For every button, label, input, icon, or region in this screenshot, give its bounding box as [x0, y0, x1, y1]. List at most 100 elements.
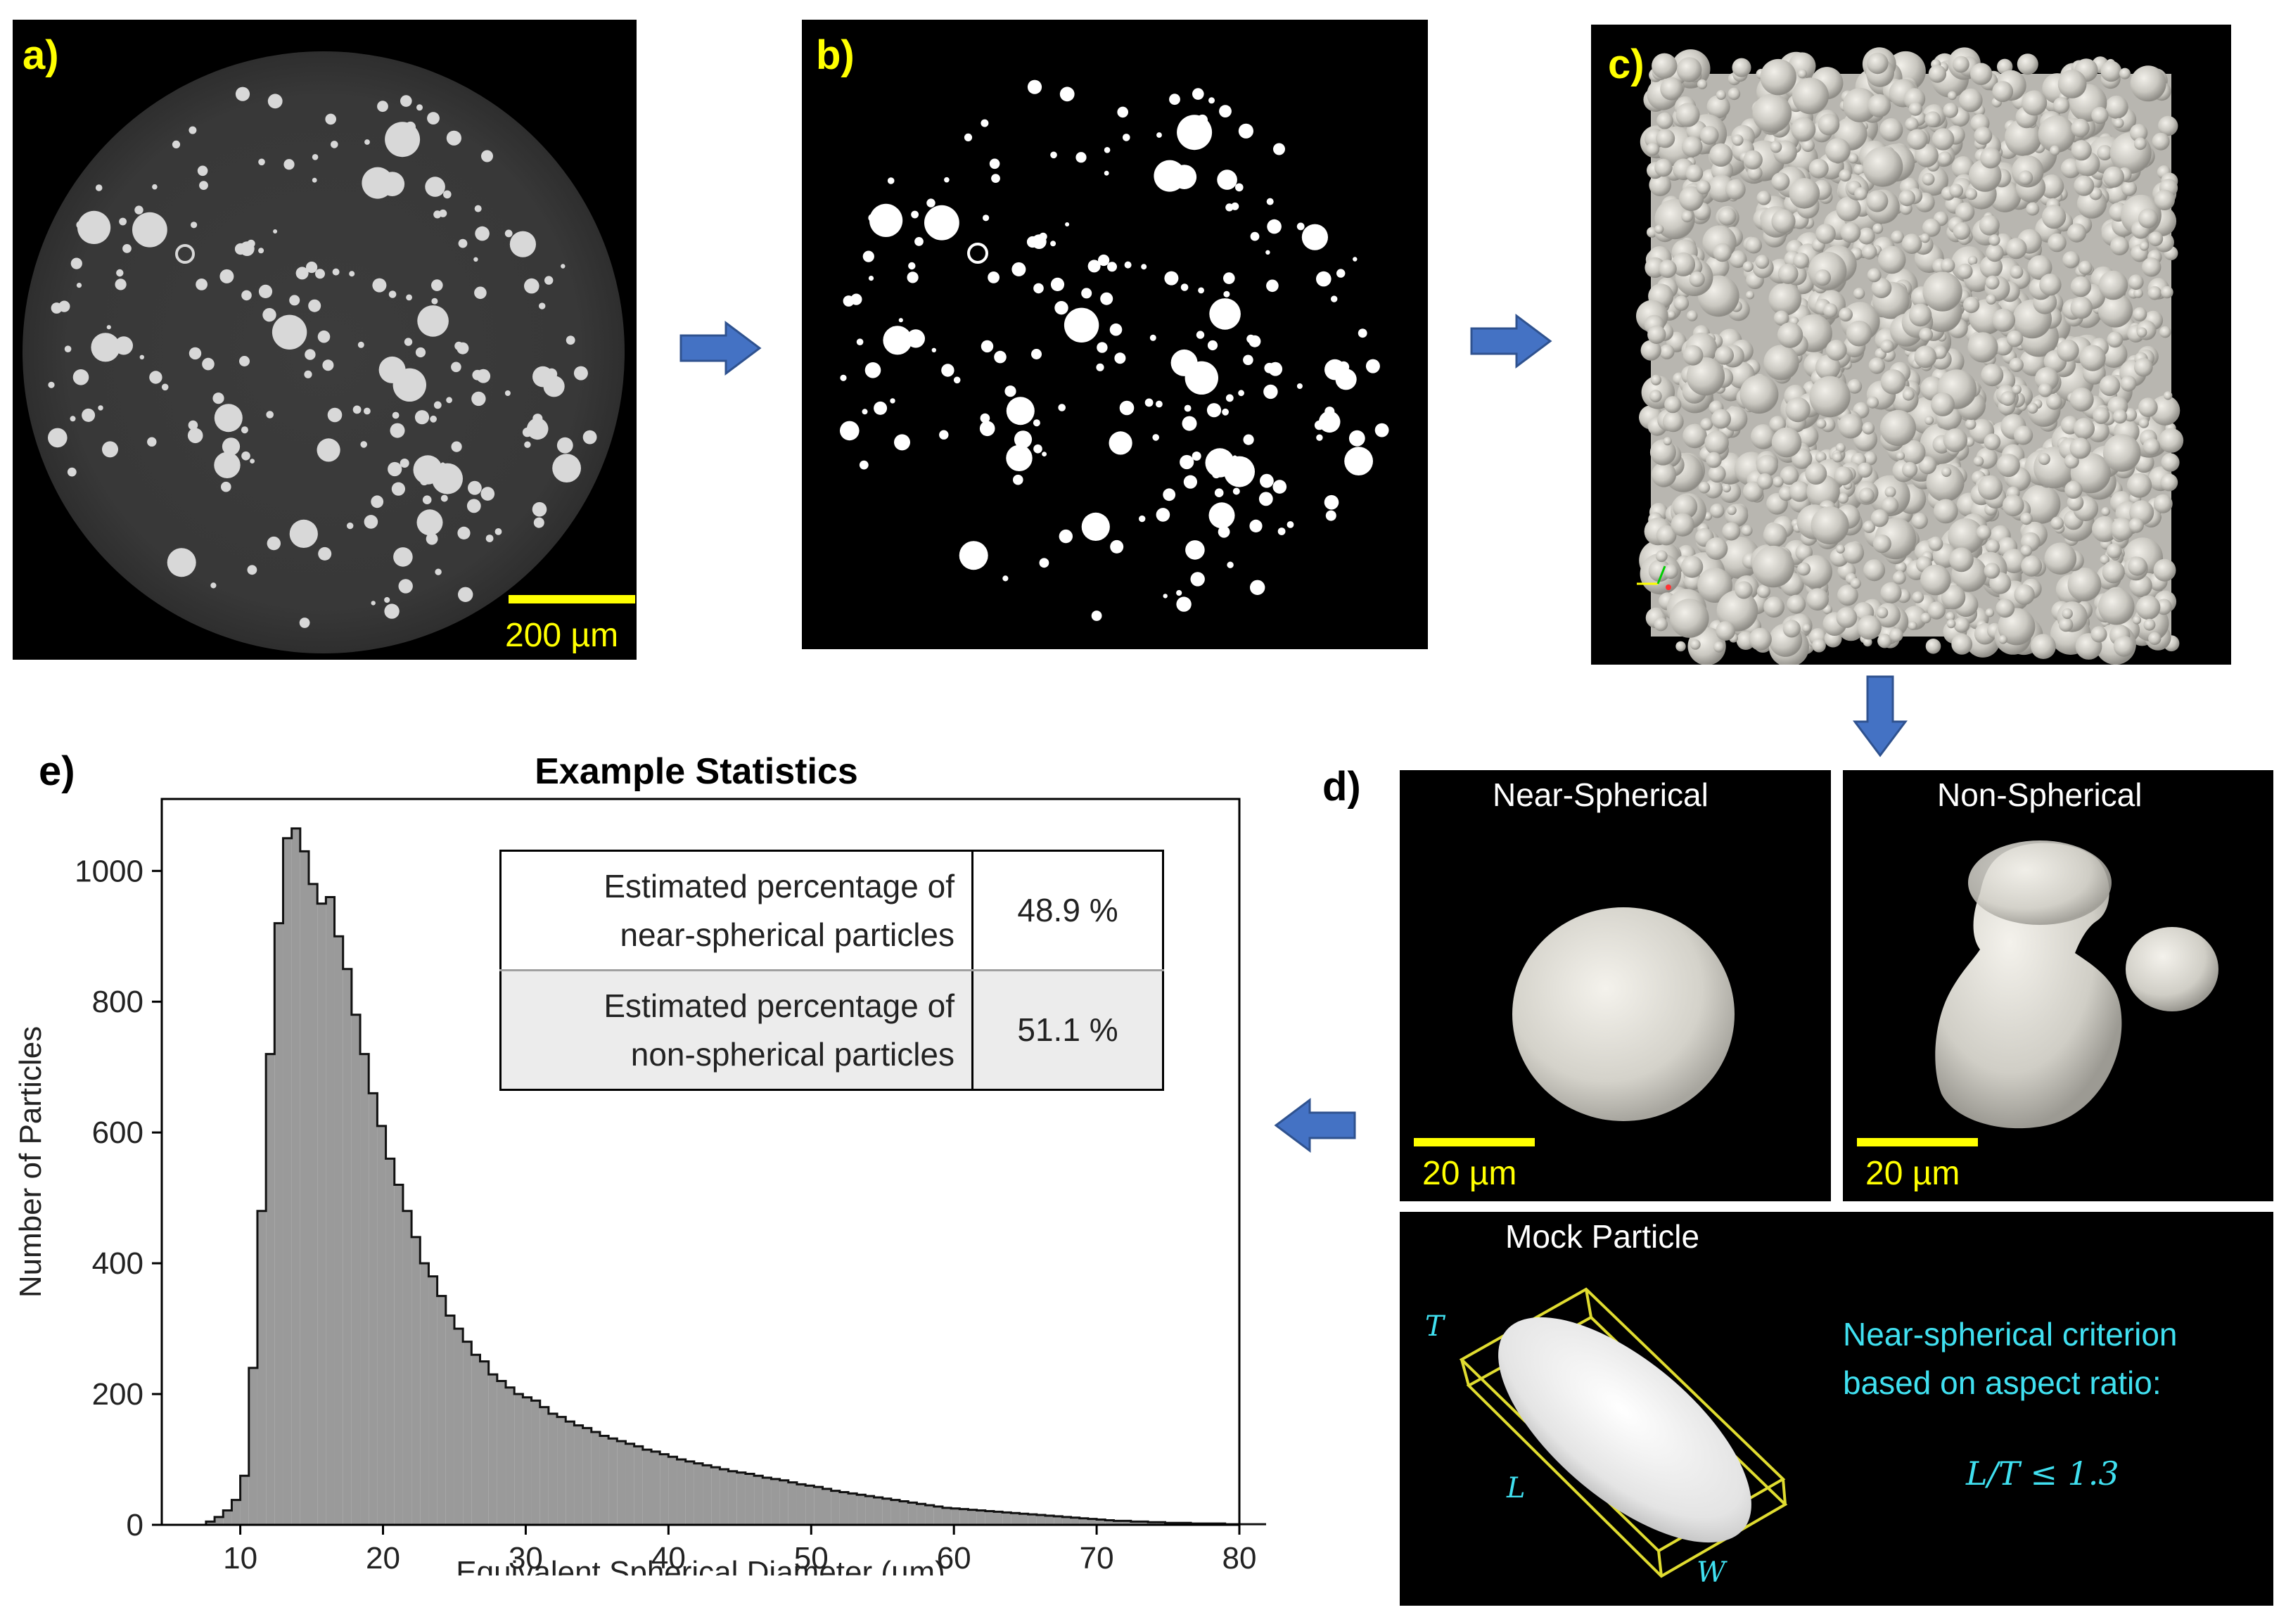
table-row: Estimated percentage of near-spherical pa…	[499, 850, 1164, 971]
panel-a: a) 200 µm	[13, 20, 637, 660]
x-tick-label: 70	[1080, 1541, 1114, 1575]
panel-d-label: d)	[1322, 764, 1361, 810]
histogram-bar	[900, 1501, 909, 1525]
segmented-image	[840, 79, 1389, 621]
histogram-outline	[205, 827, 1266, 1526]
panel-a-label: a)	[23, 32, 59, 78]
histogram-bar	[274, 923, 283, 1525]
histogram-bar	[890, 1500, 900, 1525]
scale-bar-non	[1857, 1138, 1978, 1146]
histogram-bar	[865, 1496, 874, 1525]
histogram-bar	[531, 1400, 540, 1525]
histogram-bar	[685, 1461, 694, 1525]
histogram-bar	[1113, 1521, 1123, 1525]
panel-d-near-spherical: Near-Spherical 20 µm	[1400, 770, 1831, 1201]
histogram-bar	[334, 936, 343, 1525]
histogram-bar	[985, 1511, 994, 1525]
histogram-bar	[1087, 1518, 1097, 1525]
aspect-ratio-formula: L/T ≤ 1.3	[1966, 1454, 2119, 1492]
plot-frame	[160, 798, 1241, 1526]
histogram-bar	[326, 897, 335, 1525]
histogram-bar	[402, 1210, 412, 1525]
histogram-bar	[1148, 1522, 1157, 1525]
histogram-bar	[454, 1329, 464, 1525]
histogram-bar	[874, 1497, 883, 1525]
histogram-bar	[959, 1509, 969, 1525]
histogram-chart: Example Statistics 10 20 30 40 50 60 70 80 0 200…	[13, 751, 1266, 1575]
arrow-right-icon	[679, 321, 762, 376]
histogram-bar	[993, 1511, 1003, 1525]
panel-e-label: e)	[39, 748, 75, 794]
histogram-bar	[745, 1473, 755, 1525]
histogram-bar	[762, 1478, 772, 1525]
histogram-bar	[309, 883, 318, 1525]
histogram-bar	[497, 1381, 506, 1525]
ct-slice-image	[23, 51, 625, 653]
histogram-bar	[1011, 1513, 1020, 1525]
histogram-bar	[582, 1428, 592, 1525]
3d-reconstruction-image	[1636, 47, 2184, 665]
histogram-bar	[634, 1446, 643, 1525]
histogram-bar	[215, 1516, 224, 1525]
histogram-bar	[720, 1469, 729, 1525]
panel-d-non-spherical: Non-Spherical 20 µm	[1843, 770, 2273, 1201]
scale-bar-a-label: 200 µm	[505, 617, 619, 654]
y-tick-label: 0	[127, 1508, 143, 1542]
histogram-bar	[1105, 1520, 1114, 1525]
histogram-bar	[917, 1504, 926, 1525]
histogram-bar	[857, 1495, 866, 1525]
histogram-bar	[968, 1509, 977, 1525]
histogram-bar	[951, 1508, 960, 1525]
histogram-bar	[771, 1478, 780, 1525]
table-row: Estimated percentage of non-spherical par…	[499, 969, 1164, 1091]
x-tick-label: 30	[509, 1541, 543, 1575]
histogram-bar	[933, 1506, 943, 1525]
histogram-bar	[428, 1276, 438, 1525]
panel-c: c)	[1591, 25, 2231, 665]
histogram-bar	[514, 1394, 523, 1525]
x-axis-label: Equivalent Spherical Diameter (µm)	[456, 1555, 945, 1575]
histogram-bar	[1036, 1515, 1046, 1525]
histogram-bar	[1028, 1514, 1037, 1525]
mock-particle-bounding-box	[1459, 1287, 1788, 1578]
histogram-bar	[266, 1054, 275, 1525]
histogram-bar	[779, 1480, 788, 1525]
histogram-bar	[1002, 1512, 1011, 1525]
histogram-bar	[574, 1425, 583, 1525]
histogram-bar	[736, 1472, 746, 1525]
histogram-bar	[976, 1510, 985, 1525]
histogram-bar	[283, 838, 292, 1525]
histogram-bar	[1122, 1521, 1131, 1525]
histogram-bar	[711, 1467, 720, 1525]
chart-title: Example Statistics	[535, 751, 858, 792]
scale-bar-non-label: 20 µm	[1865, 1155, 1960, 1192]
near-spherical-title: Near-Spherical	[1493, 776, 1709, 813]
histogram-bar	[360, 1054, 369, 1525]
y-tick-label: 1000	[75, 854, 143, 888]
dimension-w-label: W	[1697, 1556, 1726, 1589]
histogram-bar	[599, 1436, 609, 1525]
table-cell-value: 48.9 %	[971, 850, 1164, 971]
histogram-bar	[908, 1502, 917, 1525]
x-tick-label: 50	[794, 1541, 829, 1575]
panel-d-mock-particle: Mock Particle T L W Near-spherical crite…	[1400, 1212, 2273, 1606]
histogram-bar	[822, 1488, 831, 1525]
x-tick-label: 20	[366, 1541, 400, 1575]
histogram-bar	[557, 1417, 566, 1525]
histogram-bar	[660, 1454, 669, 1525]
histogram-bar	[369, 1093, 378, 1525]
histogram-bar	[668, 1457, 677, 1525]
histogram-bar	[539, 1407, 549, 1525]
histogram-bar	[257, 1210, 267, 1525]
histogram-bar	[942, 1507, 952, 1525]
panel-b: b)	[802, 20, 1428, 649]
non-spherical-particle-image	[1935, 840, 2218, 1129]
histogram-bar	[1062, 1516, 1071, 1525]
histogram-bar	[848, 1493, 857, 1525]
histogram-bar	[1045, 1515, 1054, 1525]
histogram-bar	[1054, 1516, 1063, 1525]
non-spherical-title: Non-Spherical	[1937, 776, 2143, 813]
histogram-bar	[1097, 1519, 1106, 1525]
histogram-bar	[300, 851, 309, 1525]
histogram-bar	[882, 1498, 891, 1525]
